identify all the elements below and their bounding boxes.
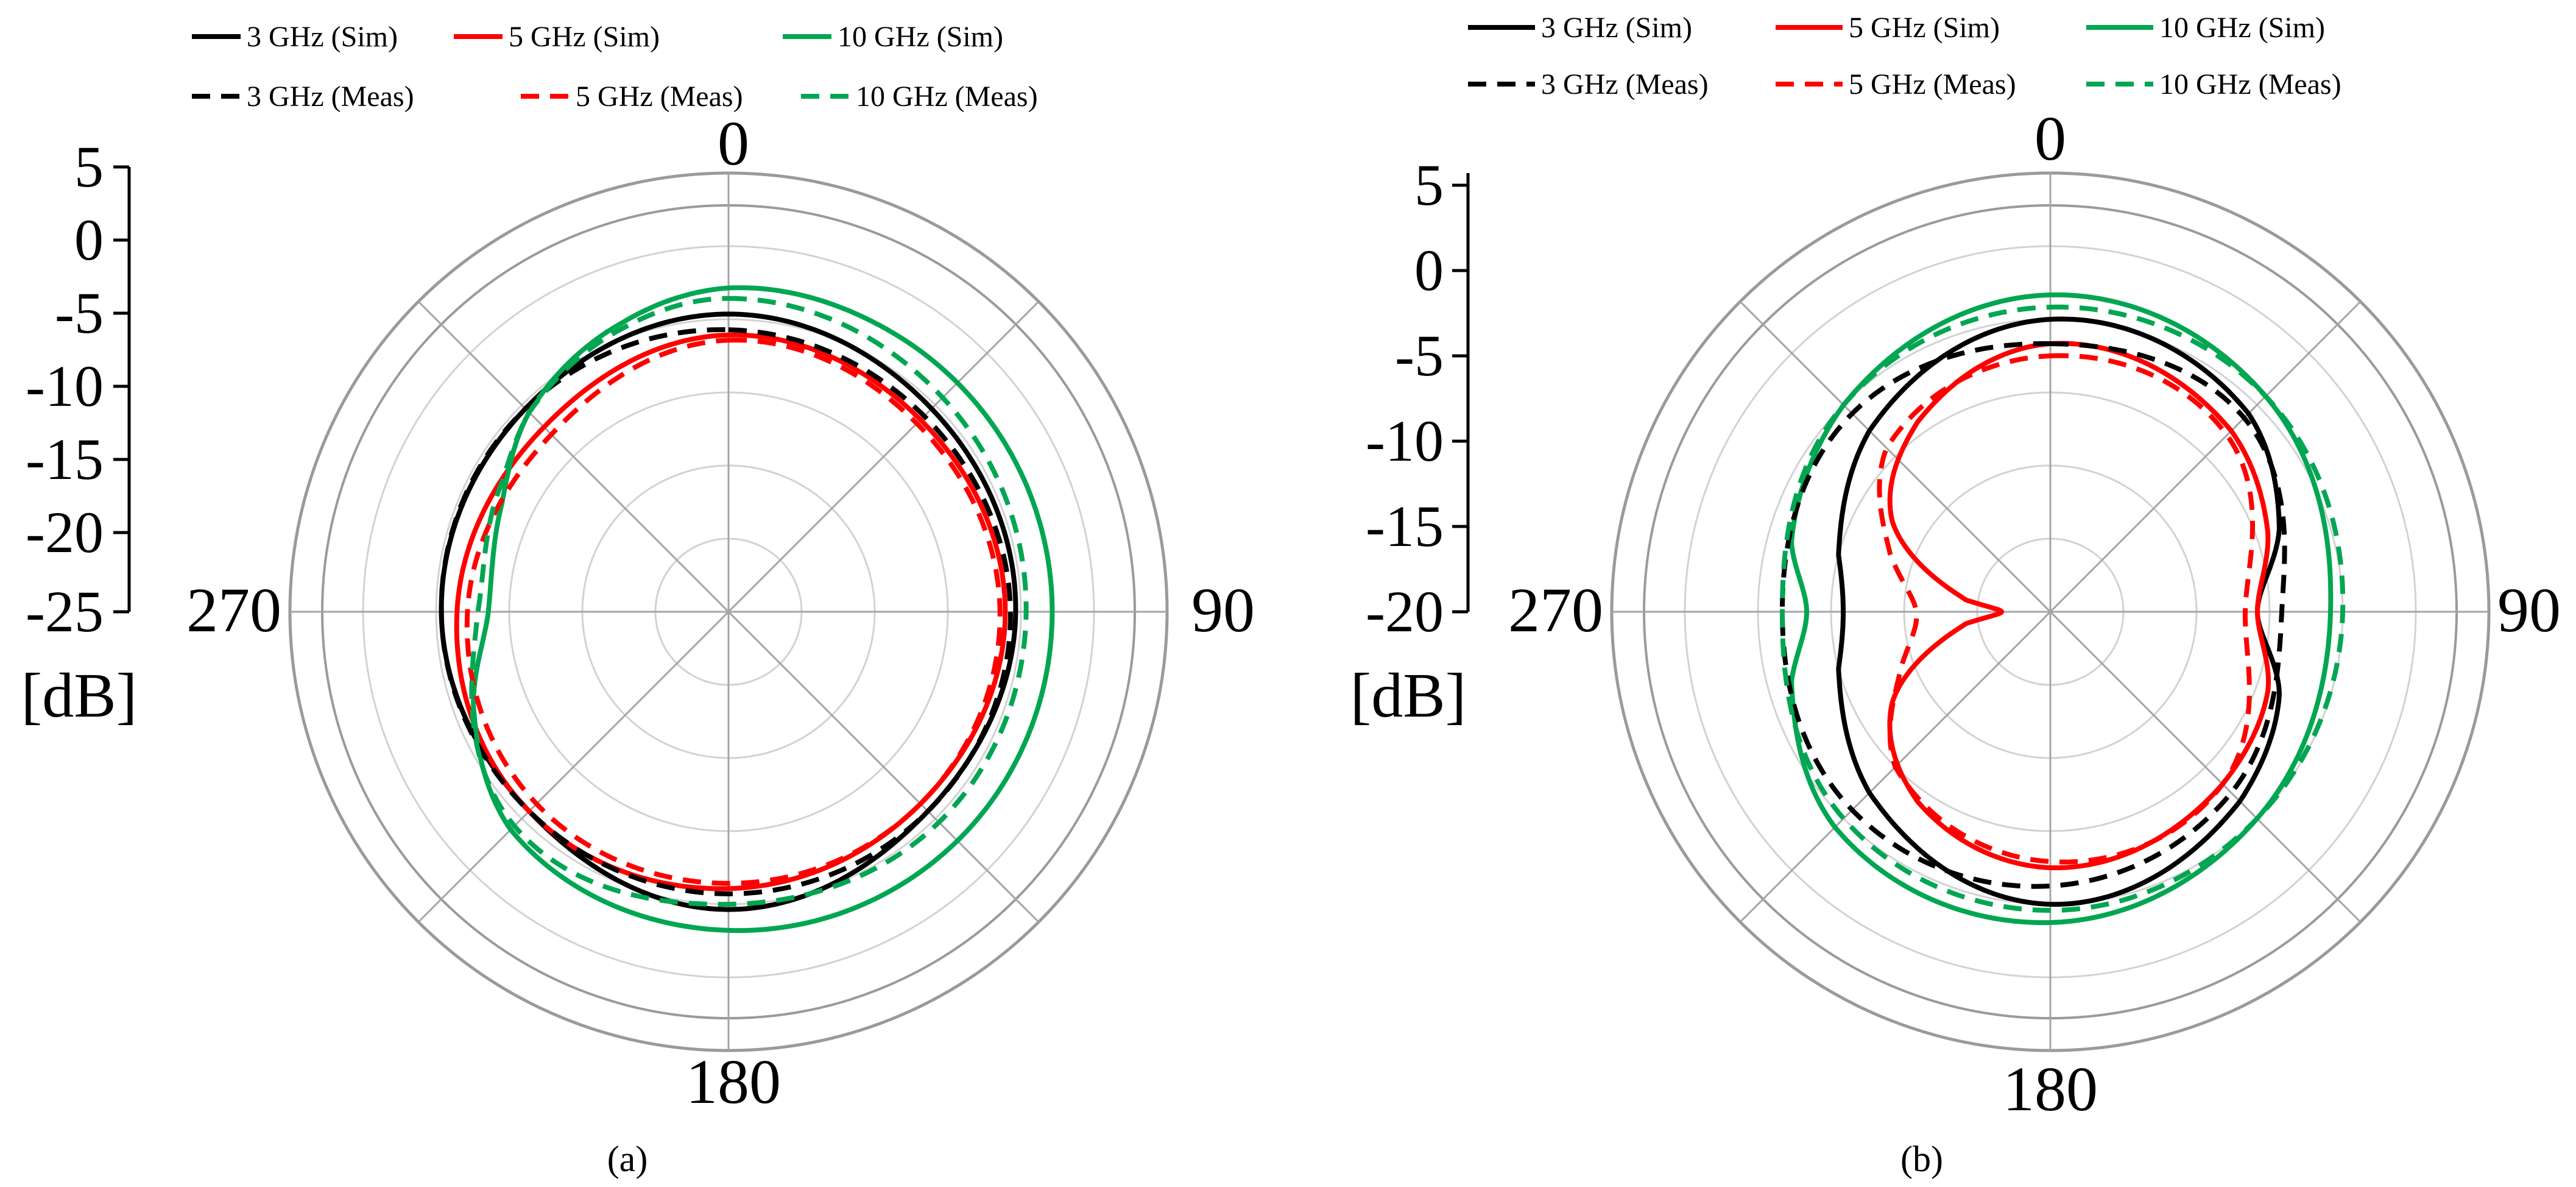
legend-a: 3 GHz (Sim) 5 GHz (Sim) 10 GHz (Sim) 3 G… — [192, 21, 1038, 113]
radial-tick-label: -25 — [26, 579, 104, 644]
legend-b-item-3ghz-meas: 3 GHz (Meas) — [1468, 68, 1709, 101]
angle-label-180: 180 — [2003, 1054, 2098, 1124]
polar-chart-b: 0 90 180 270 — [1508, 104, 2561, 1124]
angle-label-90: 90 — [1191, 575, 1255, 645]
radial-tick-label: -20 — [1366, 579, 1444, 644]
legend-a-item-3ghz-sim: 3 GHz (Sim) — [192, 21, 398, 53]
radial-tick-label: -5 — [1395, 323, 1444, 388]
series-5-ghz-meas — [1877, 353, 2255, 865]
angle-label-90: 90 — [2497, 575, 2561, 645]
polar-grid-a — [288, 171, 1169, 1052]
legend-label: 10 GHz (Meas) — [856, 80, 1038, 113]
curves-b — [1780, 292, 2346, 926]
polar-chart-a: 0 90 180 270 — [186, 108, 1255, 1117]
legend-label: 5 GHz (Meas) — [1849, 68, 2016, 101]
legend-b-item-3ghz-sim: 3 GHz (Sim) — [1468, 12, 1692, 44]
legend-a-item-10ghz-meas: 10 GHz (Meas) — [801, 80, 1038, 113]
radial-tick-label: 5 — [74, 134, 104, 199]
legend-a-item-10ghz-sim: 10 GHz (Sim) — [783, 21, 1003, 53]
radial-tick-label: 5 — [1414, 152, 1444, 218]
radial-tick-label: -15 — [1366, 494, 1444, 559]
polar-grid-b — [1610, 171, 2491, 1052]
radial-axis-a: 5 0 -5 -10 -15 -20 -25 [dB] — [21, 134, 138, 731]
series-3-ghz-sim — [1836, 316, 2282, 907]
legend-a-item-3ghz-meas: 3 GHz (Meas) — [192, 80, 414, 113]
radial-unit-label: [dB] — [21, 661, 138, 731]
angle-label-0: 0 — [718, 108, 749, 179]
panel-label-a: (a) — [607, 1139, 648, 1179]
curves-a — [439, 285, 1055, 934]
radial-tick-label: 0 — [74, 207, 104, 272]
series-10-ghz-sim — [1789, 292, 2334, 926]
angle-label-180: 180 — [686, 1047, 781, 1117]
legend-label: 5 GHz (Sim) — [509, 21, 660, 53]
legend-a-item-5ghz-sim: 5 GHz (Sim) — [454, 21, 660, 53]
series-5-ghz-meas — [464, 338, 1003, 886]
radial-tick-label: -5 — [55, 280, 104, 345]
legend-label: 10 GHz (Sim) — [2159, 12, 2325, 44]
legend-a-item-5ghz-meas: 5 GHz (Meas) — [521, 80, 743, 113]
grid-spoke — [1739, 300, 2362, 923]
legend-label: 10 GHz (Sim) — [838, 21, 1003, 53]
radial-tick-label: 0 — [1414, 238, 1444, 303]
legend-label: 10 GHz (Meas) — [2159, 68, 2341, 101]
legend-label: 5 GHz (Meas) — [576, 80, 743, 113]
legend-b-item-10ghz-meas: 10 GHz (Meas) — [2086, 68, 2341, 101]
legend-label: 5 GHz (Sim) — [1849, 12, 2000, 44]
series-5-ghz-sim — [1887, 341, 2271, 871]
radial-tick-label: -10 — [1366, 408, 1444, 473]
legend-label: 3 GHz (Sim) — [247, 21, 398, 53]
legend-b-item-5ghz-sim: 5 GHz (Sim) — [1776, 12, 2000, 44]
legend-b-item-5ghz-meas: 5 GHz (Meas) — [1776, 68, 2016, 101]
radial-tick-label: -15 — [26, 427, 104, 492]
radial-unit-label: [dB] — [1350, 661, 1467, 731]
legend-label: 3 GHz (Sim) — [1541, 12, 1692, 44]
grid-spoke — [417, 300, 1040, 923]
angle-label-270: 270 — [186, 575, 281, 645]
series-10-ghz-sim — [471, 285, 1055, 934]
legend-b: 3 GHz (Sim) 5 GHz (Sim) 10 GHz (Sim) 3 G… — [1468, 12, 2341, 101]
series-10-ghz-meas — [469, 296, 1029, 907]
series-3-ghz-meas — [439, 327, 1013, 896]
radial-axis-b: 5 0 -5 -10 -15 -20 [dB] — [1350, 152, 1470, 731]
panel-label-b: (b) — [1900, 1139, 1943, 1179]
radial-tick-label: -10 — [26, 353, 104, 419]
series-10-ghz-meas — [1780, 304, 2346, 913]
angle-label-270: 270 — [1508, 575, 1603, 645]
angle-label-0: 0 — [2034, 104, 2066, 174]
legend-label: 3 GHz (Meas) — [1541, 68, 1709, 101]
radial-tick-label: -20 — [26, 500, 104, 565]
legend-b-item-10ghz-sim: 10 GHz (Sim) — [2086, 12, 2325, 44]
legend-label: 3 GHz (Meas) — [247, 80, 414, 113]
